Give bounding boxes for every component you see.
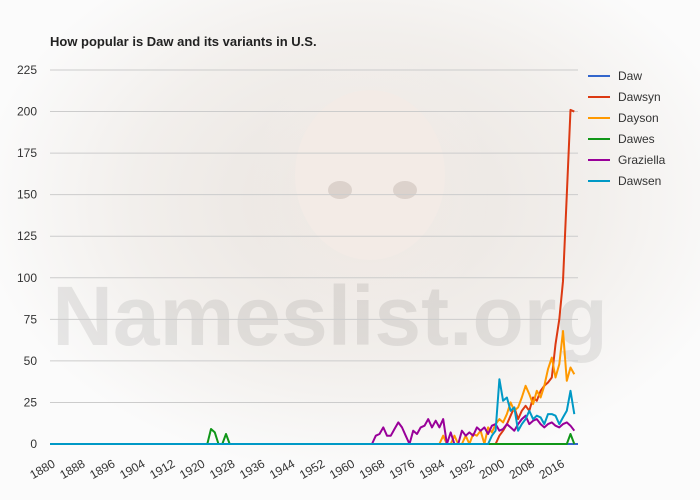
series-line-dawes <box>50 428 576 445</box>
x-tick-label: 1976 <box>387 456 417 482</box>
x-tick-label: 1960 <box>327 456 357 482</box>
chart-title: How popular is Daw and its variants in U… <box>50 34 317 49</box>
watermark: Nameslist.org <box>52 269 608 363</box>
series-line-graziella <box>50 414 576 445</box>
legend-label-dawsen: Dawsen <box>618 174 661 188</box>
x-tick-label: 2016 <box>537 456 567 482</box>
legend-label-dayson: Dayson <box>618 111 659 125</box>
x-tick-label: 1928 <box>207 456 237 482</box>
x-tick-label: 1952 <box>297 456 327 482</box>
legend: Daw Dawsyn Dayson Dawes Graziella Dawsen <box>588 69 666 188</box>
y-axis-ticks: 0 25 50 75 100 125 150 175 200 225 <box>17 63 37 451</box>
x-tick-label: 1904 <box>117 456 147 482</box>
legend-label-graziella: Graziella <box>618 153 666 167</box>
y-tick-label: 125 <box>17 229 37 243</box>
x-tick-label: 1936 <box>237 456 267 482</box>
x-tick-label: 1880 <box>27 456 57 482</box>
x-tick-label: 1888 <box>57 456 87 482</box>
y-tick-label: 75 <box>24 312 38 326</box>
x-tick-label: 2008 <box>507 456 537 482</box>
y-tick-label: 225 <box>17 63 37 77</box>
series-line-dawsen <box>50 378 576 445</box>
x-tick-label: 1912 <box>147 456 177 482</box>
x-tick-label: 1992 <box>447 456 477 482</box>
x-axis-ticks: 1880 1888 1896 1904 1912 1920 1928 1936 1944 1952… <box>27 456 567 482</box>
legend-label-daw: Daw <box>618 69 642 83</box>
legend-label-dawsyn: Dawsyn <box>618 90 661 104</box>
y-tick-label: 150 <box>17 188 37 202</box>
x-tick-label: 1984 <box>417 456 447 482</box>
series-lines <box>50 108 578 445</box>
y-tick-label: 175 <box>17 146 37 160</box>
y-tick-label: 100 <box>17 271 37 285</box>
x-tick-label: 1968 <box>357 456 387 482</box>
y-tick-label: 200 <box>17 105 37 119</box>
y-tick-label: 25 <box>24 395 38 409</box>
x-tick-label: 2000 <box>477 456 507 482</box>
y-tick-label: 50 <box>24 354 38 368</box>
series-line-dawsyn <box>50 108 575 445</box>
x-tick-label: 1944 <box>267 456 297 482</box>
y-tick-label: 0 <box>30 437 37 451</box>
legend-label-dawes: Dawes <box>618 132 655 146</box>
x-tick-label: 1896 <box>87 456 117 482</box>
x-tick-label: 1920 <box>177 456 207 482</box>
